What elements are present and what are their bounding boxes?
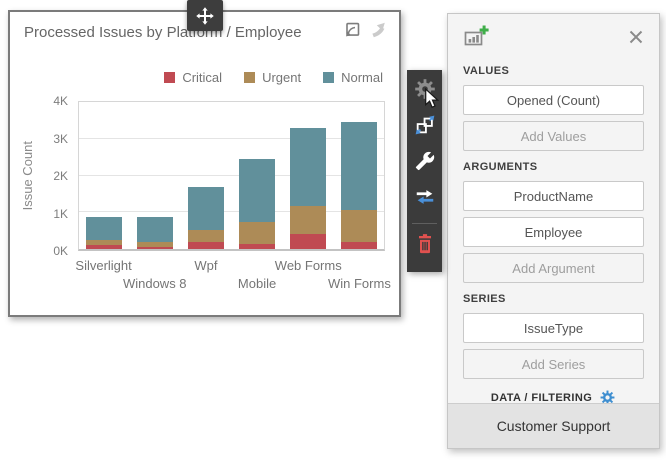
card-icon-bar: [343, 21, 387, 39]
plot-area: [78, 101, 385, 251]
section-label-values: VALUES: [463, 65, 510, 77]
options-button[interactable]: [413, 149, 437, 173]
y-tick-label: 3K: [53, 131, 68, 146]
y-tick-label: 1K: [53, 206, 68, 221]
gridline: [79, 174, 384, 176]
x-axis-label: Win Forms: [327, 276, 391, 291]
chart-title: Processed Issues by Platform / Employee: [24, 24, 302, 41]
bar-silverlight[interactable]: [86, 217, 123, 249]
x-axis-label: Silverlight: [75, 258, 132, 273]
legend-swatch: [164, 72, 176, 83]
bar-wpf[interactable]: [188, 186, 225, 249]
export-icon[interactable]: [343, 21, 361, 39]
toolbar-separator: [412, 223, 437, 224]
trash-icon: [418, 234, 431, 254]
y-tick-label: 2K: [53, 169, 68, 183]
gridline: [79, 211, 384, 213]
bar-segment-normal[interactable]: [137, 217, 174, 242]
section-label-series: SERIES: [463, 293, 506, 305]
legend-swatch: [244, 72, 256, 83]
bar-segment-urgent[interactable]: [289, 206, 326, 234]
y-tick-label: 0K: [53, 244, 68, 258]
pointer-icon[interactable]: [369, 21, 387, 39]
panel-header: [463, 14, 644, 55]
bar-segment-critical[interactable]: [86, 245, 123, 249]
data-filtering-button[interactable]: DATA / FILTERING: [463, 389, 644, 406]
field-button-issuetype[interactable]: IssueType: [463, 313, 644, 343]
chart-add-icon: [464, 25, 489, 46]
bar-segment-critical[interactable]: [188, 241, 225, 249]
bar-segment-normal[interactable]: [289, 127, 326, 206]
bar-segment-normal[interactable]: [188, 186, 225, 230]
move-icon: [196, 6, 214, 25]
add-argument-button[interactable]: Add Argument: [463, 253, 644, 283]
convert-arrows-icon: [416, 190, 433, 204]
bar-segment-urgent[interactable]: [86, 239, 123, 246]
legend-label: Normal: [341, 70, 383, 85]
legend-item-normal: Normal: [323, 70, 383, 85]
y-tick-label: 4K: [53, 94, 68, 108]
convert-button[interactable]: [413, 185, 437, 209]
bar-web-forms[interactable]: [289, 127, 326, 249]
legend-item-urgent: Urgent: [244, 70, 301, 85]
bar-segment-critical[interactable]: [137, 246, 174, 249]
bar-segment-urgent[interactable]: [188, 229, 225, 242]
field-button-opened-count[interactable]: Opened (Count): [463, 85, 644, 115]
bar-segment-normal[interactable]: [340, 122, 377, 211]
legend-swatch: [323, 72, 335, 83]
move-handle[interactable]: [187, 0, 223, 31]
add-values-button[interactable]: Add Values: [463, 121, 644, 151]
bar-windows-8[interactable]: [137, 217, 174, 249]
y-axis-ticks: 0K 1K 2K 3K 4K: [10, 94, 72, 258]
bar-segment-critical[interactable]: [238, 243, 275, 249]
chart-legend: Critical Urgent Normal: [164, 70, 383, 85]
x-axis-label: Windows 8: [122, 276, 187, 291]
legend-label: Urgent: [262, 70, 302, 85]
item-toolbar: [407, 70, 442, 272]
legend-label: Critical: [182, 70, 223, 85]
bar-segment-critical[interactable]: [289, 233, 326, 249]
x-axis-row-1: Silverlight Wpf Web Forms: [75, 258, 385, 274]
bar-win-forms[interactable]: [340, 122, 377, 249]
x-axis-row-2: Windows 8 Mobile Win Forms: [78, 276, 391, 292]
section-label-arguments: ARGUMENTS: [463, 161, 538, 173]
wrench-icon: [415, 151, 434, 171]
add-series-button[interactable]: Add Series: [463, 349, 644, 379]
field-button-productname[interactable]: ProductName: [463, 181, 644, 211]
bar-segment-critical[interactable]: [340, 241, 377, 249]
legend-item-critical: Critical: [164, 70, 222, 85]
x-axis-label: Web Forms: [274, 258, 342, 273]
bar-segment-urgent[interactable]: [340, 210, 377, 242]
delete-button[interactable]: [413, 232, 437, 256]
interactivity-squares-icon: [415, 115, 434, 135]
bar-segment-urgent[interactable]: [137, 241, 174, 247]
bindings-panel: VALUES Opened (Count) Add Values ARGUMEN…: [447, 13, 660, 449]
customer-support-button[interactable]: Customer Support: [448, 403, 659, 448]
bar-mobile[interactable]: [238, 158, 275, 249]
data-filtering-label: DATA / FILTERING: [490, 391, 593, 404]
gear-icon: [600, 390, 615, 405]
gridline: [79, 137, 384, 139]
close-icon[interactable]: [628, 29, 644, 45]
bar-segment-normal[interactable]: [238, 158, 275, 222]
chart-widget-card[interactable]: Processed Issues by Platform / Employee …: [8, 10, 401, 317]
bar-segment-normal[interactable]: [86, 217, 123, 240]
bar-segment-urgent[interactable]: [238, 221, 275, 244]
interactivity-button[interactable]: [413, 113, 437, 137]
field-button-employee[interactable]: Employee: [463, 217, 644, 247]
x-axis-label: Mobile: [237, 276, 277, 291]
x-axis-label: Wpf: [194, 258, 218, 273]
mouse-cursor: [425, 88, 440, 109]
